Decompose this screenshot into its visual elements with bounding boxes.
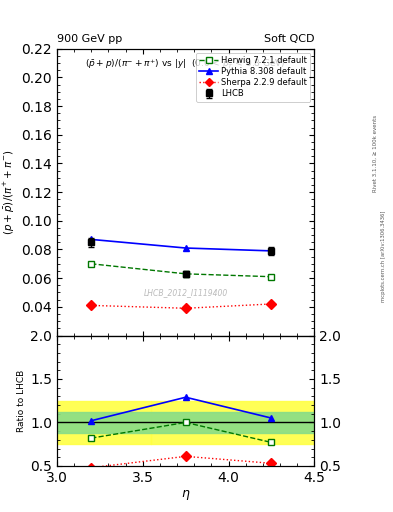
Pythia 8.308 default xyxy=(183,245,188,251)
Pythia 8.308 default xyxy=(269,248,274,254)
Herwig 7.2.1 default xyxy=(89,261,94,267)
Sherpa 2.2.9 default xyxy=(89,302,94,308)
Sherpa 2.2.9 default xyxy=(269,301,274,307)
Line: Pythia 8.308 default: Pythia 8.308 default xyxy=(88,236,275,254)
Text: $(\bar{p}+p)/(\pi^{-}+\pi^{+})$ vs $|y|$  (0.0 < $p_{T}$ < 0.8 GeV): $(\bar{p}+p)/(\pi^{-}+\pi^{+})$ vs $|y|$… xyxy=(85,57,286,71)
Pythia 8.308 default xyxy=(89,237,94,243)
X-axis label: $\eta$: $\eta$ xyxy=(181,487,191,502)
Herwig 7.2.1 default xyxy=(269,273,274,280)
Sherpa 2.2.9 default xyxy=(183,305,188,311)
Text: LHCB_2012_I1119400: LHCB_2012_I1119400 xyxy=(143,288,228,297)
Herwig 7.2.1 default xyxy=(183,271,188,277)
Line: Herwig 7.2.1 default: Herwig 7.2.1 default xyxy=(88,260,275,280)
Line: Sherpa 2.2.9 default: Sherpa 2.2.9 default xyxy=(88,301,275,312)
Y-axis label: Ratio to LHCB: Ratio to LHCB xyxy=(17,370,26,432)
Text: Soft QCD: Soft QCD xyxy=(264,33,314,44)
Text: 900 GeV pp: 900 GeV pp xyxy=(57,33,122,44)
Y-axis label: $(p+\bar{p})/(\pi^{+}+\pi^{-})$: $(p+\bar{p})/(\pi^{+}+\pi^{-})$ xyxy=(2,150,17,235)
Text: Rivet 3.1.10, ≥ 100k events: Rivet 3.1.10, ≥ 100k events xyxy=(373,115,378,192)
Text: mcplots.cern.ch [arXiv:1306.3436]: mcplots.cern.ch [arXiv:1306.3436] xyxy=(381,210,386,302)
Legend: Herwig 7.2.1 default, Pythia 8.308 default, Sherpa 2.2.9 default, LHCB: Herwig 7.2.1 default, Pythia 8.308 defau… xyxy=(196,53,310,102)
